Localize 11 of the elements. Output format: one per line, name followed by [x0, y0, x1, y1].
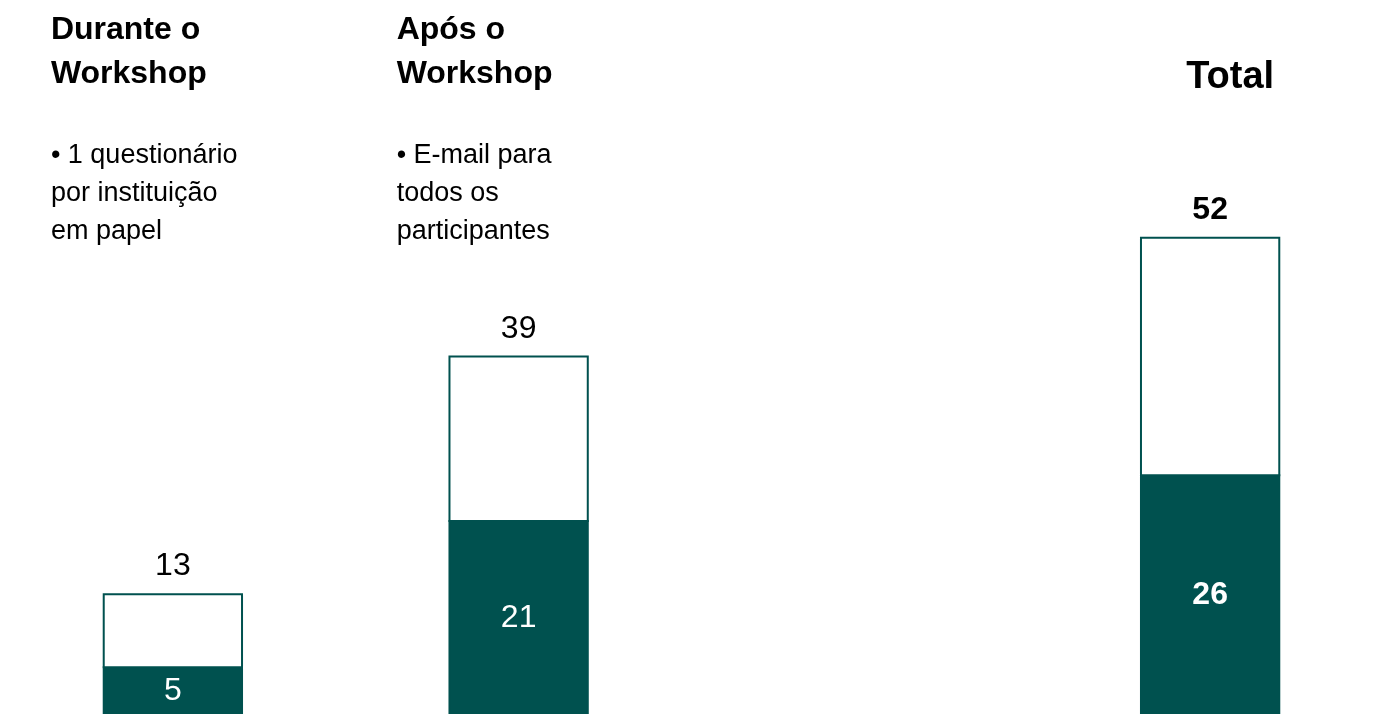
annotation: • E-mail para todos os participantes: [396, 139, 553, 245]
data-label: 26: [1192, 575, 1228, 612]
x-tick-label: Após o Workshop: [396, 10, 553, 90]
annotation: • 1 questionário por instituição em papel: [50, 139, 238, 245]
total-label: 52: [1192, 189, 1228, 226]
x-tick-label: Total: [1186, 54, 1275, 96]
x-tick-label: Durante o Workshop: [50, 10, 207, 90]
data-label: 21: [500, 598, 537, 635]
data-label: 5: [163, 671, 182, 708]
total-label: 39: [500, 308, 537, 345]
total-label: 13: [155, 546, 191, 583]
